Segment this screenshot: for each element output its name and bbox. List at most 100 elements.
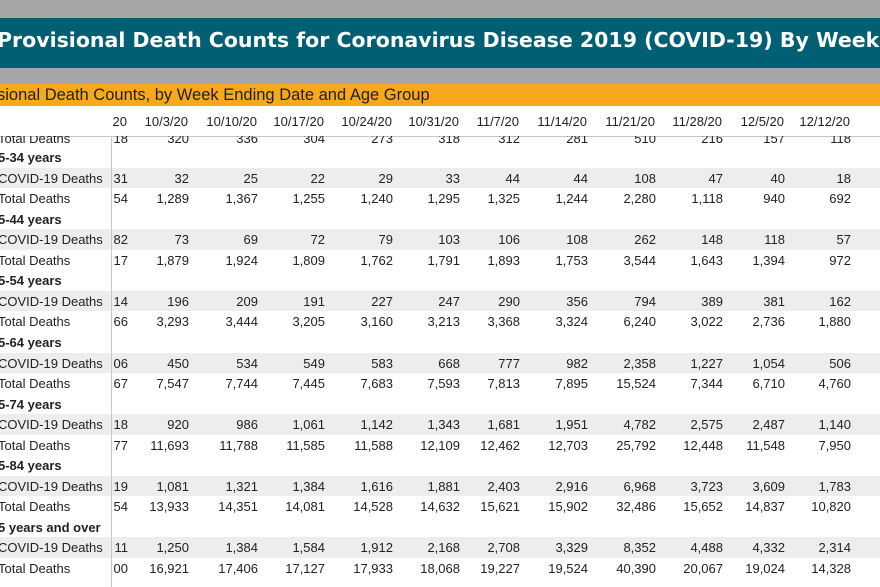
table-cell[interactable]: 2,736	[752, 314, 785, 330]
group-row[interactable]: 5-34 years	[0, 147, 880, 168]
table-cell[interactable]: 692	[829, 191, 851, 207]
table-cell[interactable]: 290	[498, 293, 520, 309]
table-cell[interactable]: 1,879	[156, 252, 189, 268]
table-cell[interactable]: 82	[113, 232, 128, 248]
table-cell[interactable]: 14,528	[353, 499, 393, 515]
table-cell[interactable]: 3,368	[487, 314, 520, 330]
table-cell[interactable]: 18	[113, 136, 128, 146]
table-cell[interactable]: 1,616	[360, 478, 393, 494]
table-cell[interactable]: 06	[113, 355, 128, 371]
table-visual[interactable]: sional Death Counts, by Week Ending Date…	[0, 84, 880, 587]
table-cell[interactable]: 920	[167, 417, 189, 433]
table-cell[interactable]: 44	[573, 170, 588, 186]
table-cell[interactable]: 1,325	[487, 191, 520, 207]
table-cell[interactable]: 216	[701, 136, 723, 146]
table-cell[interactable]: 3,324	[555, 314, 588, 330]
table-cell[interactable]: 18	[113, 417, 128, 433]
group-row[interactable]: 5-54 years	[0, 270, 880, 291]
table-cell[interactable]: 1,227	[690, 355, 723, 371]
table-cell[interactable]: 3,329	[555, 540, 588, 556]
table-cell[interactable]: 7,344	[690, 376, 723, 392]
table-cell[interactable]: 11,585	[286, 437, 325, 453]
table-row[interactable]: Total Deaths 77 11,693 11,788 11,585 11,588 12…	[0, 435, 880, 456]
table-cell[interactable]: 1,054	[752, 355, 785, 371]
table-cell[interactable]: 11,693	[150, 437, 189, 453]
table-cell[interactable]: 31	[113, 170, 128, 186]
table-cell[interactable]: 1,142	[360, 417, 393, 433]
table-cell[interactable]: 33	[445, 170, 460, 186]
table-cell[interactable]: 47	[708, 170, 723, 186]
table-cell[interactable]: 1,783	[818, 478, 851, 494]
table-cell[interactable]: 1,250	[156, 540, 189, 556]
table-cell[interactable]: 14,081	[285, 499, 325, 515]
table-cell[interactable]: 1,643	[690, 252, 723, 268]
table-cell[interactable]: 2,314	[818, 540, 851, 556]
table-cell[interactable]: 00	[113, 561, 128, 576]
table-cell[interactable]: 1,791	[427, 252, 460, 268]
group-row[interactable]: 5-44 years	[0, 209, 880, 230]
table-cell[interactable]: 2,487	[752, 417, 785, 433]
column-header[interactable]: 10/3/20	[144, 114, 188, 129]
table-cell[interactable]: 15,652	[683, 499, 723, 515]
table-cell[interactable]: 209	[236, 293, 258, 309]
table-cell[interactable]: 1,584	[292, 540, 325, 556]
table-row[interactable]: Total Deaths 18 320 336 304 273 318 312 281 510 21…	[0, 136, 880, 149]
table-cell[interactable]: 15,524	[616, 376, 656, 392]
table-cell[interactable]: 668	[438, 355, 460, 371]
table-cell[interactable]: 54	[113, 191, 128, 207]
table-cell[interactable]: 54	[113, 499, 128, 515]
table-cell[interactable]: 1,343	[427, 417, 460, 433]
table-cell[interactable]: 4,332	[752, 540, 785, 556]
table-cell[interactable]: 534	[236, 355, 258, 371]
table-cell[interactable]: 2,403	[487, 478, 520, 494]
table-cell[interactable]: 4,488	[690, 540, 723, 556]
table-cell[interactable]: 19,524	[548, 561, 588, 576]
table-cell[interactable]: 1,880	[818, 314, 851, 330]
table-cell[interactable]: 4,782	[623, 417, 656, 433]
table-cell[interactable]: 3,205	[292, 314, 325, 330]
table-cell[interactable]: 3,213	[427, 314, 460, 330]
table-cell[interactable]: 25	[243, 170, 258, 186]
table-cell[interactable]: 13,933	[149, 499, 189, 515]
table-cell[interactable]: 3,444	[225, 314, 258, 330]
table-cell[interactable]: 67	[113, 376, 128, 392]
table-cell[interactable]: 6,710	[752, 376, 785, 392]
table-cell[interactable]: 1,140	[818, 417, 851, 433]
table-cell[interactable]: 7,683	[360, 376, 393, 392]
table-cell[interactable]: 7,547	[156, 376, 189, 392]
column-header[interactable]: 12/5/20	[740, 114, 784, 129]
table-cell[interactable]: 14	[113, 293, 128, 309]
table-cell[interactable]: 11,588	[354, 437, 393, 453]
table-cell[interactable]: 11,788	[219, 437, 258, 453]
column-header[interactable]: 12/12/20	[799, 114, 850, 129]
table-row[interactable]: COVID-19 Deaths 31 32 25 22 29 33 44 44 108 47 40 18	[0, 167, 880, 189]
table-cell[interactable]: 2,575	[690, 417, 723, 433]
column-header[interactable]: 10/10/20	[206, 114, 257, 129]
table-row[interactable]: COVID-19 Deaths 14 196 209 191 227 247 290 356 79…	[0, 290, 880, 312]
column-header[interactable]: 11/28/20	[672, 114, 722, 129]
table-cell[interactable]: 57	[836, 232, 851, 248]
table-row[interactable]: COVID-19 Deaths 82 73 69 72 79 103 106 108 262 148…	[0, 229, 880, 250]
table-cell[interactable]: 19,227	[480, 561, 520, 576]
table-cell[interactable]: 25,792	[616, 437, 656, 453]
table-cell[interactable]: 66	[113, 314, 128, 330]
table-cell[interactable]: 1,244	[555, 191, 588, 207]
table-cell[interactable]: 32	[174, 170, 189, 186]
table-cell[interactable]: 1,289	[156, 191, 189, 207]
table-cell[interactable]: 73	[174, 232, 189, 248]
table-cell[interactable]: 940	[763, 191, 785, 207]
table-cell[interactable]: 22	[310, 170, 325, 186]
table-cell[interactable]: 4,760	[818, 376, 851, 392]
table-cell[interactable]: 162	[829, 293, 851, 309]
table-cell[interactable]: 304	[303, 136, 325, 146]
table-cell[interactable]: 2,916	[555, 478, 588, 494]
table-cell[interactable]: 986	[236, 417, 258, 433]
table-cell[interactable]: 381	[763, 293, 785, 309]
table-cell[interactable]: 1,762	[360, 252, 393, 268]
column-header[interactable]: 11/14/20	[537, 114, 587, 129]
table-cell[interactable]: 15,902	[548, 499, 588, 515]
table-cell[interactable]: 17	[113, 252, 128, 268]
table-cell[interactable]: 40,390	[616, 561, 656, 576]
table-cell[interactable]: 1,118	[691, 191, 723, 207]
table-cell[interactable]: 227	[371, 293, 393, 309]
